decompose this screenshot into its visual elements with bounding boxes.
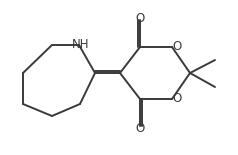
Text: O: O — [135, 122, 145, 135]
Text: O: O — [172, 93, 182, 106]
Text: O: O — [172, 40, 182, 53]
Text: O: O — [135, 11, 145, 24]
Text: NH: NH — [72, 38, 90, 51]
